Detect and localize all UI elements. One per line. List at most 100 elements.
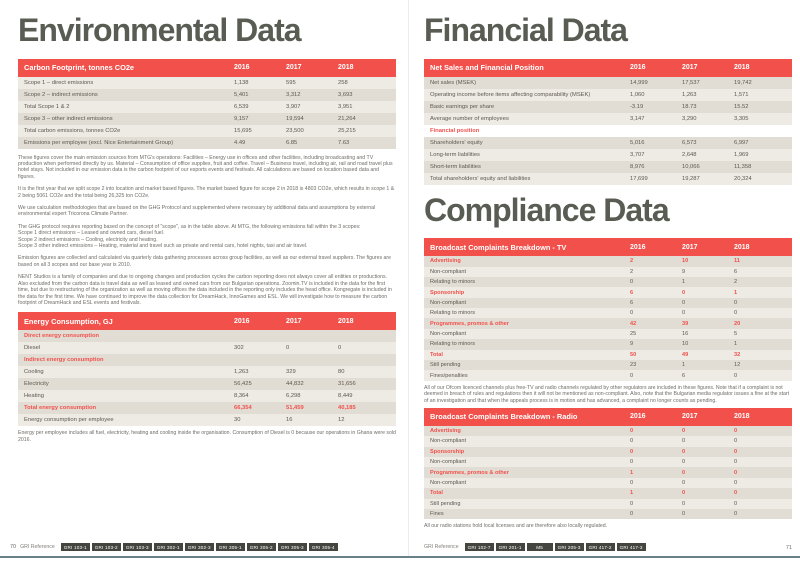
gri-reference-badge: M5 (526, 543, 553, 551)
row-label: Programmes, promos & other (430, 320, 509, 327)
gri-reference-badge: GRI 205-3 (554, 543, 584, 551)
cell-value: 0 (630, 511, 634, 518)
cell-value: 0 (734, 490, 738, 497)
table-row: Shareholders' equity 5,016 6,573 6,997 (424, 136, 792, 149)
gri-reference-badge: GRI 103-3 (122, 543, 152, 551)
cell-value: 0 (734, 511, 738, 518)
cell-value: 25 (630, 331, 637, 337)
row-label: Advertising (430, 258, 461, 265)
radio-complaints-note: All our radio stations hold local licens… (424, 523, 608, 530)
column-header: 2017 (682, 413, 698, 421)
gri-reference-badge: GRI 417-2 (585, 543, 615, 551)
gri-badges-left: GRI 103-1 GRI 103-2 GRI 103-3 GRI 302-1 GRI … (60, 543, 338, 551)
column-header: 2018 (734, 413, 750, 421)
row-label: Non-compliant (430, 438, 467, 445)
cell-value: 23 (630, 362, 637, 369)
broadcast-complaints-radio-table: Broadcast Complaints Breakdown - Radio 20… (424, 407, 792, 520)
row-label: Fines (430, 511, 444, 518)
cell-value: 0 (682, 511, 686, 518)
table-row: Scope 2 – indirect emissions 5,401 3,312 3,… (18, 88, 396, 101)
cell-value: 8,976 (630, 163, 645, 170)
row-label: Financial position (430, 127, 480, 134)
row-label: Direct energy consumption (24, 333, 100, 340)
tv-complaints-note: All of our Ofcom licenced channels plus … (424, 384, 790, 404)
row-label: Total Scope 1 & 2 (24, 103, 70, 110)
cell-value: 0 (734, 428, 738, 435)
table-row: Non-compliant 0 0 0 (424, 457, 792, 468)
cell-value: 2 (734, 279, 738, 286)
table-row: Programmes, promos & other 42 39 20 (424, 318, 792, 329)
cell-value: 17,699 (630, 175, 648, 182)
cell-value: 1 (682, 362, 686, 369)
bottom-rule (0, 556, 800, 558)
table-row: Total energy consumption 66,354 51,459 40,1… (18, 402, 396, 415)
table-row: Non-compliant 25 16 5 (424, 328, 792, 340)
row-label: Scope 2 – indirect emissions (24, 91, 98, 98)
cell-value: 30 (234, 417, 241, 424)
energy-consumption-note: Energy per employee includes all fuel, e… (18, 430, 396, 443)
row-label: Total shareholders' equity and liabiliti… (430, 175, 531, 182)
cell-value: 0 (630, 438, 634, 445)
cell-value: 2 (630, 258, 634, 265)
row-label: Total energy consumption (24, 405, 97, 412)
cell-value: 0 (734, 500, 738, 507)
row-label: Energy consumption per employee (24, 417, 114, 424)
table-title: Carbon Footprint, tonnes CO2e (24, 63, 135, 73)
broadcast-complaints-tv-table: Broadcast Complaints Breakdown - TV 2016 2… (424, 238, 792, 381)
cell-value: 302 (234, 345, 244, 352)
cell-value: 7.63 (338, 139, 350, 146)
row-label: Still pending (430, 500, 461, 507)
body-paragraph: NENT Studios is a family of companies an… (18, 274, 392, 306)
cell-value: 12 (338, 417, 345, 424)
cell-value: 19,742 (734, 79, 752, 86)
row-label: Advertising (430, 428, 461, 435)
column-header: 2018 (338, 317, 354, 325)
column-header: 2018 (734, 64, 750, 72)
table-row: Long-term liabilities 3,707 2,648 1,969 (424, 148, 792, 161)
cell-value: 1 (630, 490, 634, 497)
page-gutter-divider (408, 0, 409, 556)
row-label: Fines/penalties (430, 372, 468, 379)
cell-value: 258 (338, 79, 348, 86)
row-label: Electricity (24, 381, 49, 388)
cell-value: 10 (682, 341, 689, 348)
environmental-data-title: Environmental Data (18, 12, 302, 48)
cell-value: 40,185 (338, 405, 356, 412)
table-row: Still pending 0 0 0 (424, 498, 792, 509)
gri-reference-badge: GRI 305-4 (308, 543, 338, 551)
cell-value: 50 (630, 351, 637, 358)
column-header: 2017 (682, 243, 698, 251)
table-header: Energy Consumption, GJ 2016 2017 2018 (18, 312, 396, 331)
table-row: Indirect energy consumption (18, 354, 396, 367)
row-label: Non-compliant (430, 331, 467, 337)
cell-value: 1,060 (630, 91, 645, 98)
cell-value: 10,066 (682, 163, 700, 170)
financial-data-title: Financial Data (424, 12, 628, 48)
cell-value: 329 (286, 369, 296, 376)
table-row: Basic earnings per share -3.19 18.73 15.52 (424, 100, 792, 113)
cell-value: 6 (630, 299, 634, 306)
table-row: Scope 1 – direct emissions 1,138 595 258 (18, 76, 396, 89)
page-environmental-data: Environmental Data Carbon Footprint, ton… (18, 12, 396, 443)
gri-reference-label-left: GRI Reference (20, 544, 55, 550)
row-label: Non-compliant (430, 268, 467, 275)
cell-value: 0 (734, 469, 738, 476)
cell-value: 1,571 (734, 91, 749, 98)
row-label: Net sales (MSEK) (430, 79, 477, 86)
row-label: Non-compliant (430, 299, 467, 306)
cell-value: 0 (734, 448, 738, 455)
cell-value: 6.85 (286, 139, 298, 146)
cell-value: 6 (630, 289, 634, 296)
gri-reference-badge: GRI 103-1 (60, 543, 90, 551)
row-label: Relating to minors (430, 279, 476, 286)
body-paragraph: It is the first year that we split scope… (18, 186, 395, 199)
column-header: 2017 (286, 64, 302, 72)
cell-value: 44,832 (286, 381, 304, 388)
table-row: Financial position (424, 124, 792, 137)
table-row: Energy consumption per employee 30 16 12 (18, 414, 396, 427)
cell-value: 0 (734, 479, 738, 486)
cell-value: 0 (734, 438, 738, 445)
cell-value: 0 (734, 299, 738, 306)
cell-value: 19,594 (286, 115, 304, 122)
carbon-footprint-table: Carbon Footprint, tonnes CO2e 2016 2017 201… (18, 58, 396, 149)
